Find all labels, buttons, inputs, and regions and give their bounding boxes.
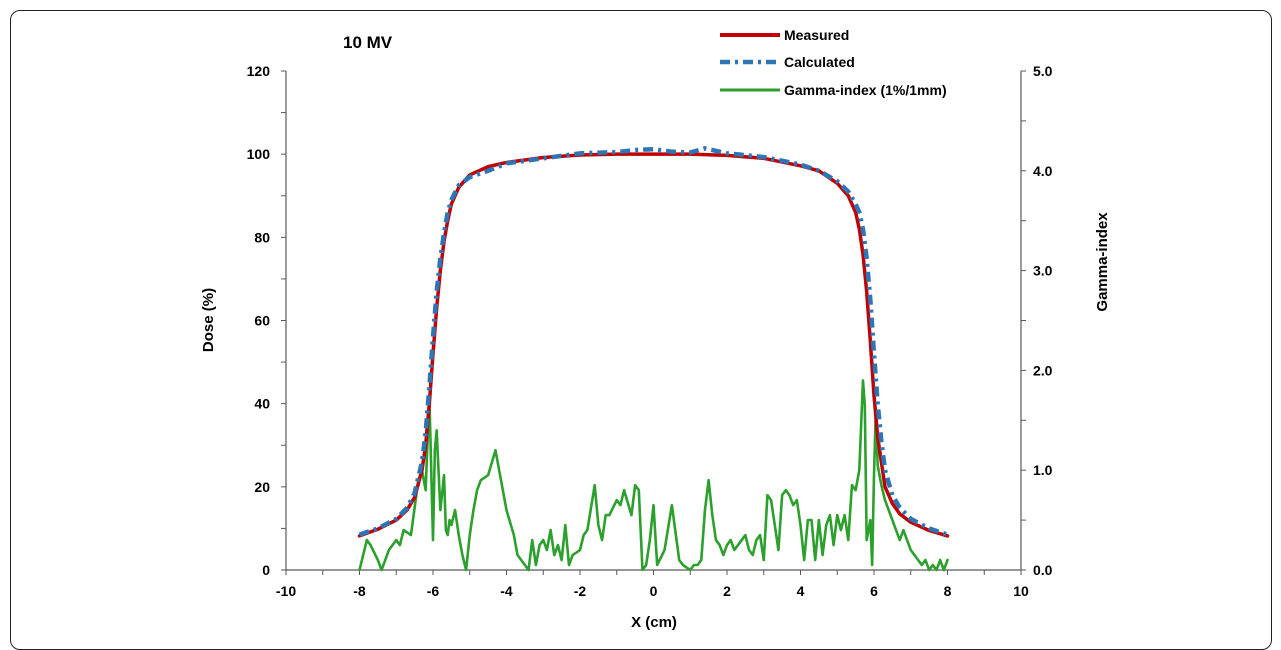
x-tick-label: -10 (276, 583, 296, 599)
legend-label-gamma: Gamma-index (1%/1mm) (784, 82, 947, 98)
x-axis-label: X (cm) (631, 614, 677, 631)
y-tick-label: 100 (247, 146, 271, 162)
y2-tick-label: 3.0 (1033, 263, 1053, 279)
series-layer (357, 146, 950, 572)
x-tick-label: -4 (500, 583, 513, 599)
x-tick-label: 2 (723, 583, 731, 599)
axes: -10 -8 -6 -4 -2 0 2 4 6 8 100204060801001200.01.02… (247, 63, 1053, 599)
y-tick-label: 120 (247, 63, 271, 79)
legend-label-calculated: Calculated (784, 54, 855, 70)
y2-tick-label: 4.0 (1033, 163, 1053, 179)
legend: Measured Calculated Gamma-index (1%/1mm) (720, 27, 947, 98)
x-tick-label: 4 (797, 583, 805, 599)
chart-title: 10 MV (343, 33, 393, 52)
series-line-gamma (358, 379, 949, 572)
y2-tick-label: 0.0 (1033, 562, 1053, 578)
x-tick-label: 6 (870, 583, 878, 599)
x-tick-label: -8 (353, 583, 366, 599)
y2-axis-label: Gamma-index (1094, 212, 1111, 312)
y-tick-label: 60 (254, 313, 270, 329)
x-tick-label: -2 (574, 583, 587, 599)
x-tick-label: 10 (1013, 583, 1029, 599)
x-tick-label: -6 (427, 583, 440, 599)
y-tick-label: 80 (254, 229, 270, 245)
y-tick-label: 20 (254, 479, 270, 495)
y-tick-label: 40 (254, 396, 270, 412)
x-tick-label: 8 (944, 583, 952, 599)
y2-tick-label: 5.0 (1033, 63, 1053, 79)
series-line-calculated (358, 146, 949, 537)
legend-label-measured: Measured (784, 27, 849, 43)
y-axis-label: Dose (%) (200, 288, 217, 352)
y2-tick-label: 1.0 (1033, 462, 1053, 478)
y-tick-label: 0 (262, 562, 270, 578)
x-tick-label: 0 (650, 583, 658, 599)
chart: -10 -8 -6 -4 -2 0 2 4 6 8 100204060801001200.01.02… (200, 27, 1111, 631)
y2-tick-label: 2.0 (1033, 362, 1053, 378)
